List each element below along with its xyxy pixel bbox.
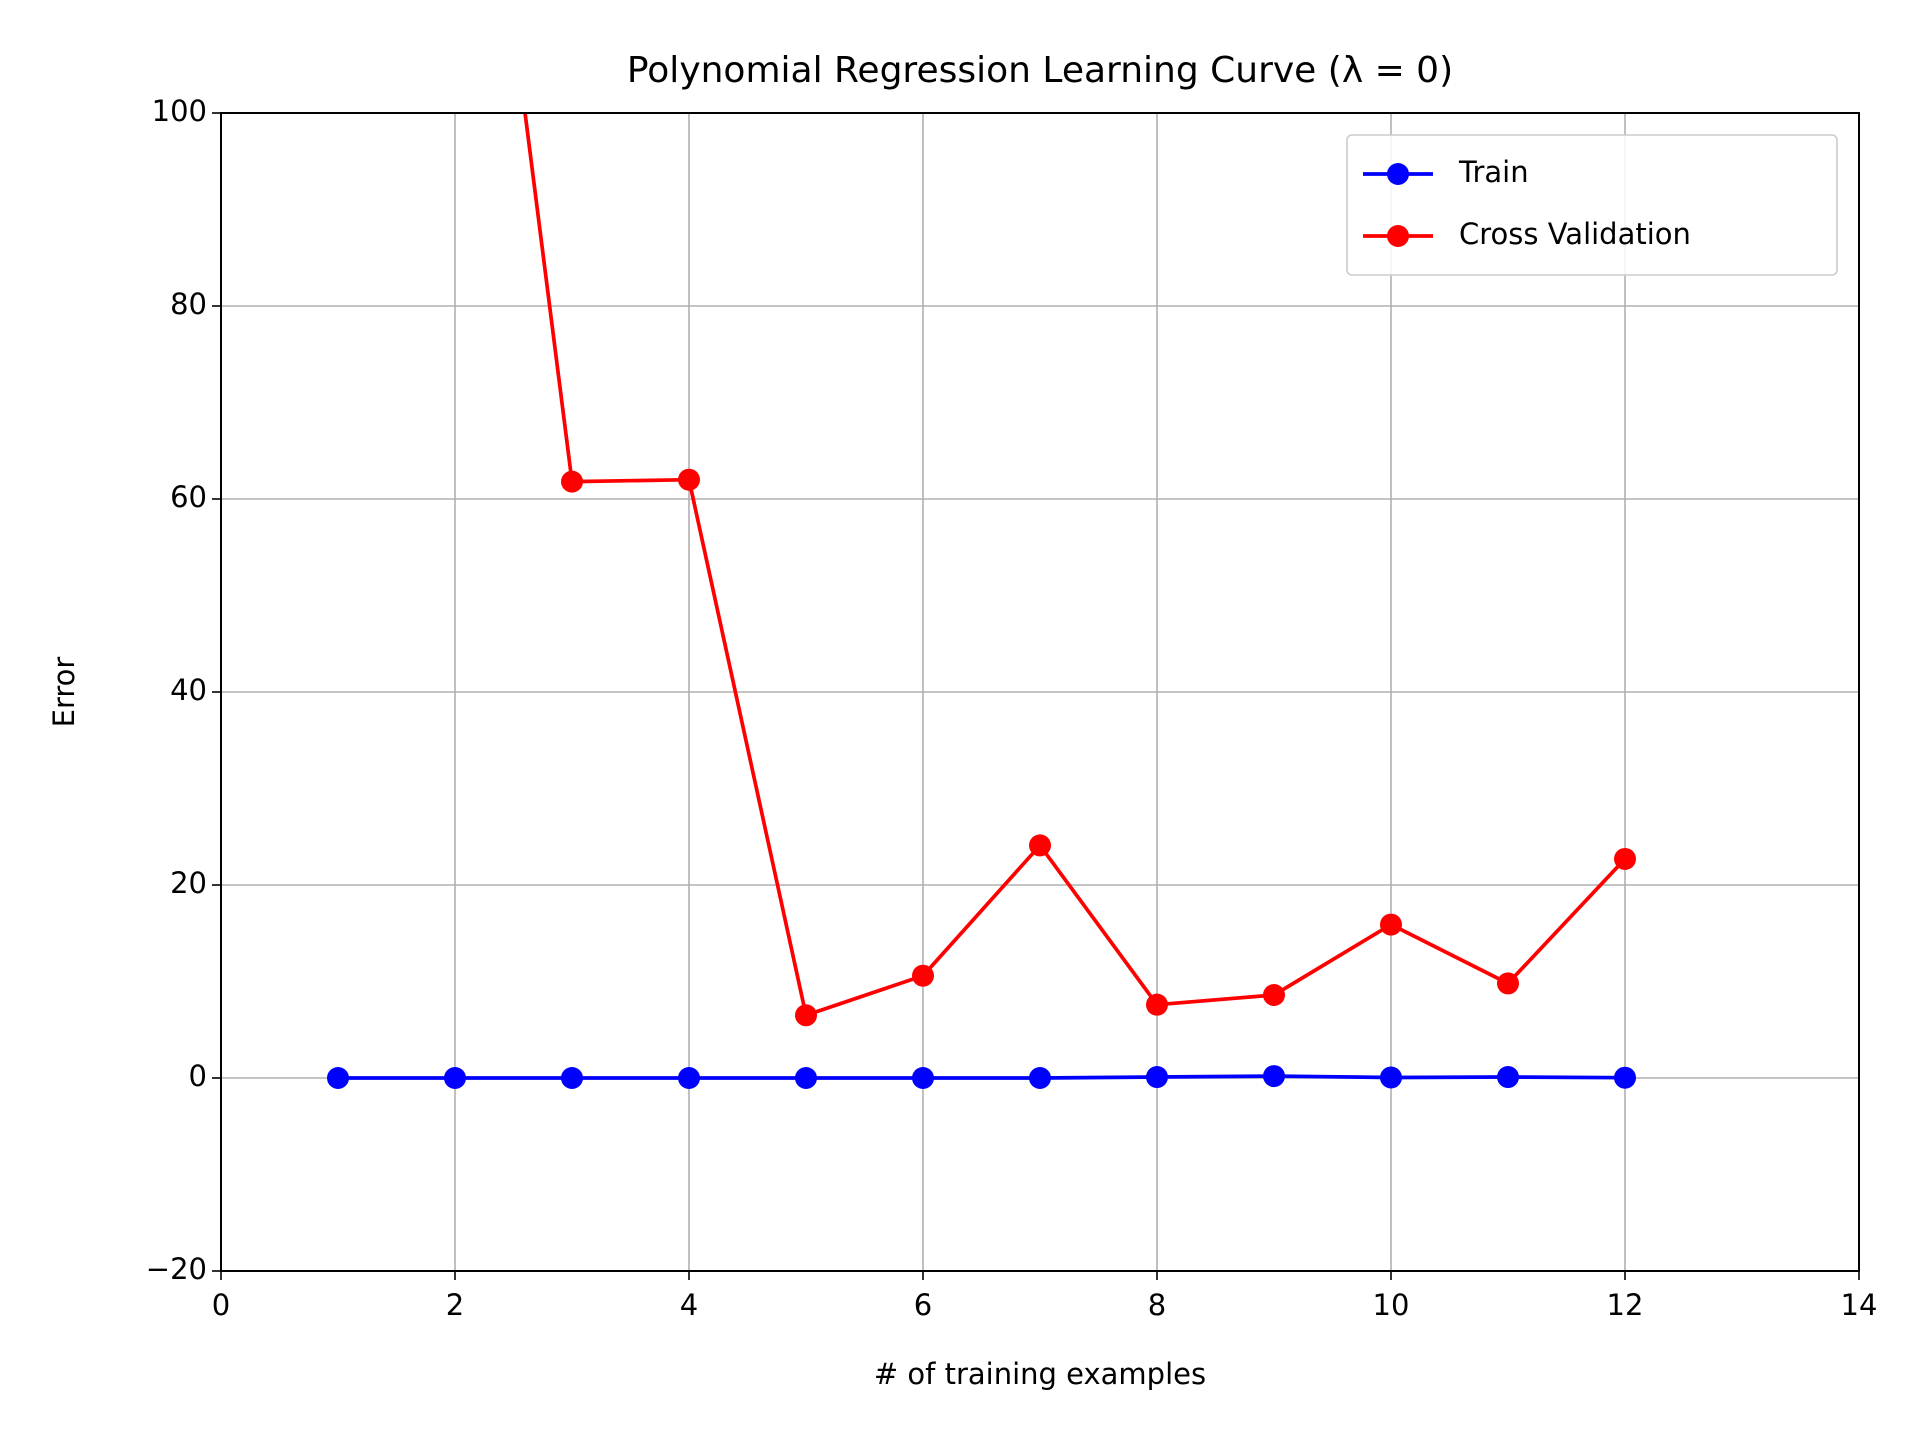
data-point xyxy=(1614,847,1636,870)
data-point xyxy=(795,1067,817,1089)
y-tick-label: 80 xyxy=(170,287,207,321)
x-tick-label: 4 xyxy=(680,1288,698,1322)
data-point xyxy=(327,1067,349,1089)
data-point xyxy=(1146,1066,1168,1089)
y-tick-label: 0 xyxy=(189,1059,207,1093)
data-point xyxy=(1029,834,1051,857)
data-point xyxy=(1380,1066,1402,1089)
x-axis-label: # of training examples xyxy=(874,1357,1206,1391)
data-point xyxy=(912,964,934,987)
x-tick-label: 14 xyxy=(1841,1288,1878,1322)
data-point xyxy=(561,1067,583,1089)
x-tick-label: 12 xyxy=(1607,1288,1644,1322)
x-tick-label: 10 xyxy=(1373,1288,1410,1322)
y-tick-label: −20 xyxy=(146,1252,207,1286)
data-point xyxy=(1497,1066,1519,1089)
data-point xyxy=(795,1004,817,1027)
y-axis-label: Error xyxy=(47,657,81,728)
data-point xyxy=(444,1067,466,1089)
legend-marker xyxy=(1387,163,1409,185)
data-point xyxy=(1263,1065,1285,1088)
data-point xyxy=(1380,913,1402,936)
data-point xyxy=(1614,1066,1636,1089)
data-point xyxy=(1497,972,1519,995)
legend-frame xyxy=(1346,134,1838,276)
x-tick-label: 0 xyxy=(212,1288,230,1322)
data-point xyxy=(678,1067,700,1089)
data-point xyxy=(1263,984,1285,1007)
data-point xyxy=(912,1067,934,1089)
data-point xyxy=(1029,1067,1051,1089)
plot-area xyxy=(327,113,1636,1089)
y-tick-label: 20 xyxy=(170,866,207,900)
y-tick-label: 60 xyxy=(170,480,207,514)
legend-marker xyxy=(1387,225,1409,247)
legend-label: Train xyxy=(1458,155,1529,189)
y-tick-label: 40 xyxy=(170,673,207,707)
legend-label: Cross Validation xyxy=(1459,217,1691,251)
x-tick-label: 6 xyxy=(914,1288,932,1322)
data-point xyxy=(1146,993,1168,1016)
chart-title: Polynomial Regression Learning Curve (λ … xyxy=(627,50,1453,91)
data-point xyxy=(678,468,700,491)
x-tick-label: 8 xyxy=(1148,1288,1166,1322)
data-point xyxy=(561,470,583,493)
y-tick-label: 100 xyxy=(152,94,207,128)
legend: Train Cross Validation xyxy=(1346,134,1838,276)
series-line xyxy=(523,113,1627,1018)
x-tick-label: 2 xyxy=(446,1288,464,1322)
series-line xyxy=(338,1074,1626,1080)
